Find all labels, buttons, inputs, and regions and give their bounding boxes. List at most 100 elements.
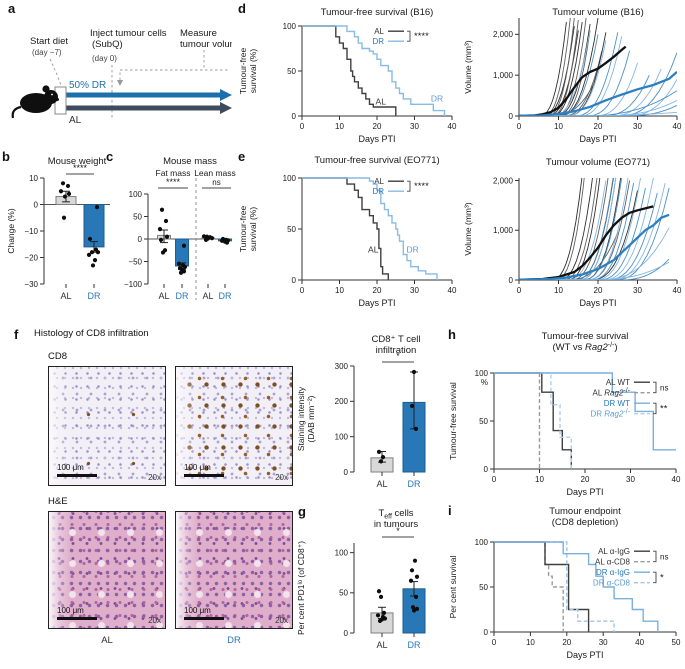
svg-text:Staining intensity: Staining intensity [296,386,306,451]
al-arrow-label: AL [69,115,82,126]
svg-text:Fat mass: Fat mass [156,168,191,178]
svg-text:Per cent PD1ˡᵒ (of CD8⁺): Per cent PD1ˡᵒ (of CD8⁺) [296,541,306,635]
chart-mouse-weight: Mouse weight 10 0 −10 −20 −30 Change (%) AL DR **… [4,152,116,325]
svg-text:30: 30 [410,286,419,295]
scale-bar-line [184,473,224,477]
al-arrowhead-icon [220,102,232,114]
svg-text:DR: DR [408,479,421,489]
svg-text:1,000: 1,000 [493,71,514,80]
svg-text:30: 30 [410,122,419,131]
svg-text:Tumour volume (B16): Tumour volume (B16) [552,7,644,18]
chart-tumour-volume-b16: Tumour volume (B16) 0 1,000 2,000 Volume (mm… [459,4,685,155]
svg-text:40: 40 [635,638,644,647]
svg-text:0: 0 [138,235,143,244]
histology-cd8-dr-image: 100 μm 20x [175,366,293,486]
svg-text:0: 0 [34,200,39,209]
svg-text:AL: AL [376,640,387,650]
svg-text:****: **** [414,181,429,192]
measure-label-2: tumour volume [180,39,232,50]
svg-text:*: * [660,572,664,583]
svg-text:−30: −30 [24,280,38,289]
measure-bracket [119,69,228,80]
scale-bar-text: 100 μm [184,462,211,472]
svg-text:survival (%): survival (%) [248,207,258,252]
svg-text:10: 10 [335,286,344,295]
svg-text:Days PTI: Days PTI [566,650,603,660]
svg-text:0: 0 [292,112,297,121]
svg-text:10: 10 [535,475,544,484]
svg-text:Tumour-free: Tumour-free [238,48,248,95]
start-diet-connector [49,58,63,89]
svg-text:Tumour-free survival (EO771): Tumour-free survival (EO771) [314,155,439,166]
svg-text:Volume (mm³): Volume (mm³) [463,202,473,256]
svg-text:0: 0 [517,286,522,295]
svg-text:0: 0 [492,638,497,647]
svg-text:(WT vs Rag2-/-): (WT vs Rag2-/-) [552,342,617,353]
chart-mouse-mass: Mouse mass 100 50 0 −50 −100 Fat mass Lean mass… [112,152,236,325]
svg-text:Per cent survival: Per cent survival [448,555,458,618]
svg-text:AL: AL [374,177,384,186]
start-day-label: (day −7) [32,48,62,57]
histology-dr-group-label: DR [227,635,241,646]
start-diet-label: Start diet [30,36,68,47]
svg-text:****: **** [73,163,88,173]
svg-text:AL Rag2-/-: AL Rag2-/- [593,387,631,397]
svg-text:Days PTI: Days PTI [579,134,616,144]
svg-text:2,000: 2,000 [493,30,514,39]
scale-bar-text: 100 μm [57,605,84,615]
measure-arrowhead-icon [117,80,123,86]
measure-label-1: Measure [180,28,217,39]
svg-text:AL α-IgG: AL α-IgG [598,547,630,556]
svg-text:40: 40 [448,122,457,131]
magnification-label: 20x [148,473,161,482]
svg-text:ns: ns [212,178,220,187]
svg-text:DR: DR [372,37,384,46]
svg-text:40: 40 [673,286,682,295]
svg-text:50: 50 [133,212,142,221]
svg-text:30: 30 [626,475,635,484]
chart-tumour-volume-eo771: Tumour volume (EO771) 0 1,000 2,000 Volume (… [459,152,685,327]
svg-text:AL WT: AL WT [606,378,630,387]
svg-text:20: 20 [594,122,603,131]
histology-he-dr-image: 100 μm 20x [175,511,293,629]
svg-text:Tumour endpoint: Tumour endpoint [549,506,621,517]
svg-text:AL: AL [374,27,384,36]
svg-text:−50: −50 [128,257,142,266]
svg-text:DR Rag2-/-: DR Rag2-/- [590,408,630,418]
svg-text:**: ** [660,403,668,414]
svg-text:DR: DR [406,244,418,254]
scale-bar-line [57,616,97,620]
svg-text:Days PTI: Days PTI [358,134,395,144]
svg-text:survival (%): survival (%) [248,49,258,94]
svg-text:10: 10 [554,122,563,131]
scale-bar: 100 μm [57,463,97,477]
svg-text:****: **** [166,177,181,187]
svg-text:2,000: 2,000 [493,176,514,185]
svg-text:DR: DR [176,291,189,301]
svg-text:DR WT: DR WT [604,399,630,408]
svg-text:CD8⁺ T cell: CD8⁺ T cell [371,334,420,345]
panel-label-d: d [238,1,246,16]
svg-text:AL: AL [368,244,379,254]
svg-text:ns: ns [660,383,668,392]
svg-text:Days PTI: Days PTI [358,298,395,308]
svg-text:40: 40 [673,122,682,131]
svg-text:1,000: 1,000 [493,226,514,235]
svg-text:50: 50 [672,638,681,647]
svg-text:100: 100 [475,538,489,547]
svg-text:Mouse weight: Mouse weight [48,156,107,167]
svg-text:0: 0 [509,112,514,121]
svg-text:DR: DR [219,291,232,301]
chart-survival-wt-vs-rag2: Tumour-free survival (WT vs Rag2-/-) 100 50… [444,327,684,510]
svg-text:50: 50 [479,583,488,592]
dr-arrowhead-icon [220,89,232,101]
svg-text:Lean mass: Lean mass [194,168,236,178]
svg-text:0: 0 [484,465,489,474]
svg-text:Tumour-free survival: Tumour-free survival [542,331,629,342]
scale-bar: 100 μm [57,605,97,620]
magnification-label: 20x [275,473,288,482]
svg-text:−20: −20 [24,253,38,262]
svg-text:10: 10 [29,174,38,183]
svg-text:0: 0 [300,122,305,131]
svg-text:Tumour-free survival: Tumour-free survival [448,382,458,460]
